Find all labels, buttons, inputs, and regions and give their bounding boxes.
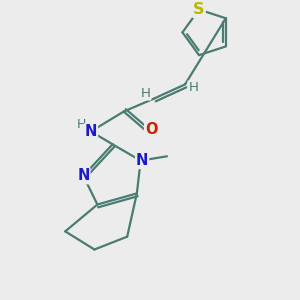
Text: N: N [77, 168, 90, 183]
Text: N: N [85, 124, 97, 139]
Text: S: S [193, 2, 205, 17]
Text: N: N [136, 153, 148, 168]
Text: H: H [141, 87, 151, 100]
Text: O: O [145, 122, 158, 137]
Text: H: H [77, 118, 86, 130]
Text: H: H [188, 81, 198, 94]
